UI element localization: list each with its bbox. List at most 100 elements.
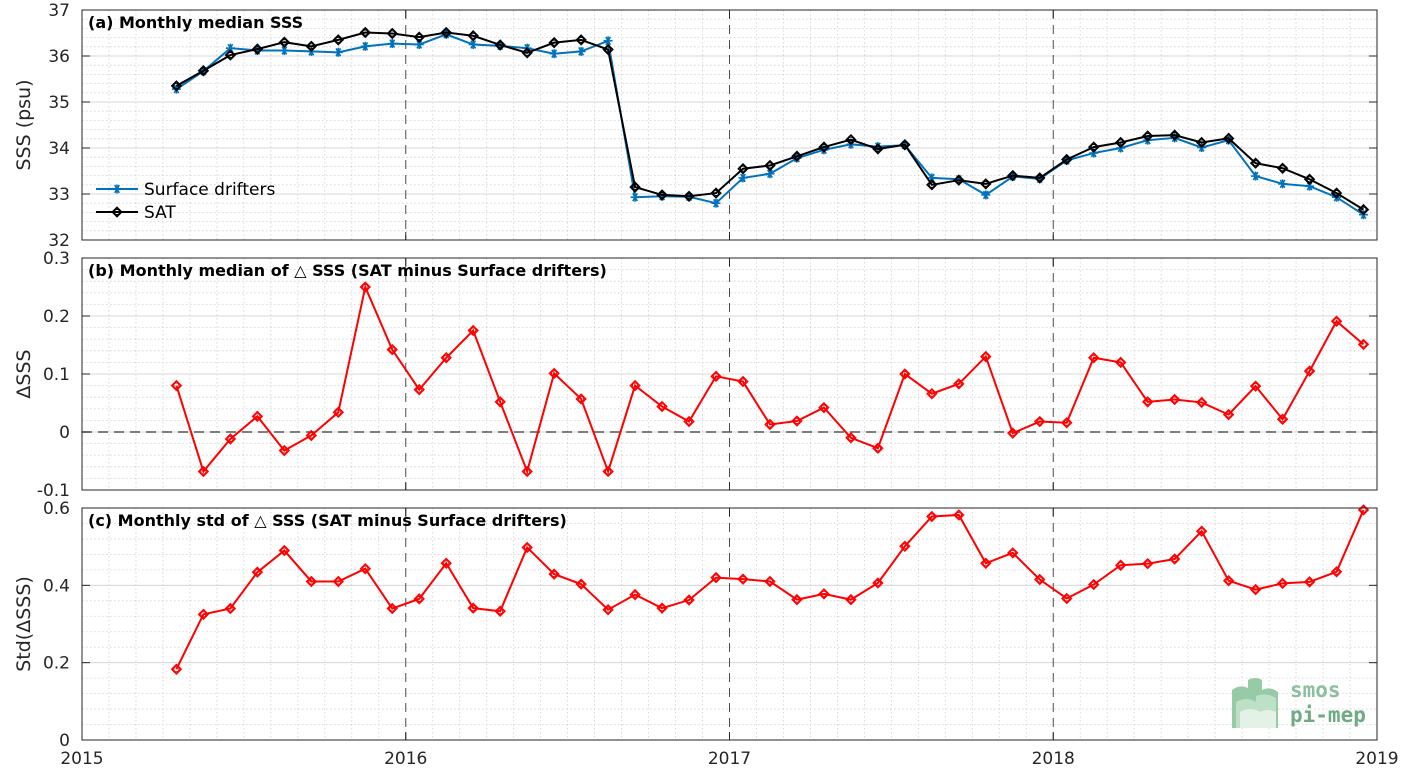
data-point <box>440 557 452 570</box>
logo-wave-icon <box>1232 678 1278 728</box>
y-tick-label: 33 <box>48 185 70 205</box>
data-point <box>1305 181 1315 191</box>
data-point <box>1168 393 1181 406</box>
data-point <box>818 401 830 414</box>
panel-a-y-axis-label: SSS (psu) <box>13 79 35 170</box>
data-point <box>359 26 372 39</box>
data-point <box>1061 592 1073 605</box>
x-tick-label: 2015 <box>60 749 103 768</box>
data-point <box>656 602 668 614</box>
data-point <box>278 36 291 48</box>
data-point <box>926 510 938 523</box>
legend-drifters-label: Surface drifters <box>144 180 275 200</box>
data-point <box>1114 136 1127 149</box>
x-tick-label: 2019 <box>1355 749 1398 768</box>
data-point <box>575 34 587 46</box>
data-point <box>332 406 345 419</box>
data-point <box>1303 173 1316 186</box>
data-point <box>953 378 965 390</box>
data-point <box>872 442 884 454</box>
data-point <box>629 379 641 392</box>
data-point <box>926 179 938 191</box>
data-point <box>224 602 237 615</box>
data-point <box>1087 141 1100 153</box>
data-point <box>387 39 397 49</box>
panel-c-y-ticks: 0 0.2 0.4 0.6 <box>43 499 1378 751</box>
data-point <box>738 173 748 183</box>
data-point <box>1249 583 1262 596</box>
y-tick-label: 0 <box>59 731 70 751</box>
data-point <box>197 64 210 77</box>
data-point <box>845 432 857 444</box>
data-point <box>467 324 479 337</box>
data-point <box>899 540 911 553</box>
data-point <box>1303 576 1316 588</box>
data-point <box>1276 577 1289 590</box>
data-point <box>413 593 425 605</box>
data-point <box>1168 129 1181 141</box>
data-point <box>1330 187 1343 199</box>
data-point <box>683 415 695 428</box>
data-point <box>711 198 721 208</box>
y-tick-label: 0.4 <box>43 576 70 596</box>
y-tick-label: 32 <box>48 231 70 251</box>
data-point <box>386 602 398 615</box>
series-line <box>175 509 1365 670</box>
data-point <box>494 39 506 51</box>
y-tick-label: 0.3 <box>43 249 70 269</box>
data-point <box>1061 153 1073 166</box>
data-point <box>386 343 398 356</box>
data-point <box>521 465 533 478</box>
y-tick-label: 34 <box>48 139 70 159</box>
data-point <box>468 40 478 49</box>
data-point <box>630 192 640 202</box>
data-point <box>737 573 749 585</box>
y-tick-label: 35 <box>48 93 70 113</box>
data-point <box>980 178 992 190</box>
data-point <box>1087 578 1100 591</box>
data-point <box>683 594 695 606</box>
data-point <box>359 562 372 575</box>
series-line <box>175 283 1365 475</box>
data-point <box>305 575 318 588</box>
data-point <box>494 396 506 408</box>
data-point <box>333 47 343 57</box>
data-point <box>521 47 533 59</box>
data-point <box>1222 408 1235 421</box>
panel-c-series <box>170 504 1370 675</box>
data-point <box>1034 172 1046 184</box>
data-point <box>224 49 237 61</box>
data-point <box>170 663 183 675</box>
data-point <box>1330 315 1343 327</box>
data-point <box>656 189 668 201</box>
data-point <box>1278 179 1288 189</box>
data-point <box>1114 559 1127 571</box>
data-point <box>1249 157 1262 169</box>
data-point <box>629 588 641 601</box>
data-point <box>575 393 587 405</box>
smos-pi-mep-logo: smos pi-mep <box>1232 678 1366 728</box>
data-point <box>224 433 237 445</box>
data-point <box>1034 573 1046 586</box>
data-point <box>764 159 776 172</box>
data-point <box>872 143 884 155</box>
data-point <box>1061 416 1073 429</box>
panel-b-title: (b) Monthly median of △ SSS (SAT minus S… <box>88 261 607 280</box>
panel-a-y-ticks: 32 33 34 35 36 37 <box>48 1 1378 251</box>
data-point <box>899 368 911 380</box>
data-point <box>1330 566 1343 578</box>
data-point <box>710 370 722 383</box>
data-point <box>440 352 452 364</box>
data-point <box>278 544 291 557</box>
data-point <box>872 577 884 589</box>
logo-text-pi-mep: pi-mep <box>1290 703 1366 727</box>
y-tick-label: 0.6 <box>43 499 70 519</box>
data-point <box>1141 557 1154 570</box>
data-point <box>521 541 533 554</box>
data-point <box>1034 415 1046 428</box>
data-point <box>305 40 318 53</box>
data-point <box>710 571 722 584</box>
data-point <box>1222 132 1235 145</box>
data-point <box>845 133 857 146</box>
data-point <box>899 139 911 151</box>
